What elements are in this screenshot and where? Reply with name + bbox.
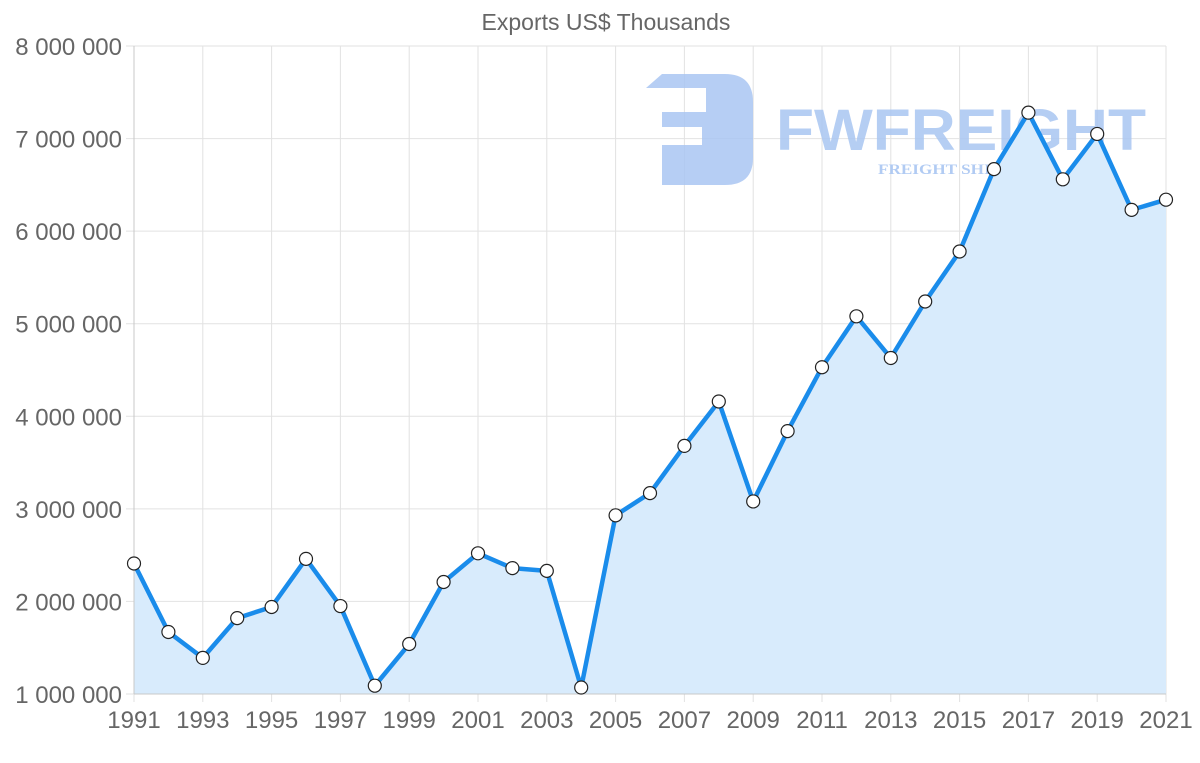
axes	[133, 46, 1166, 695]
data-point-2014[interactable]	[918, 294, 933, 309]
y-tick-label: 5 000 000	[15, 312, 122, 339]
data-point-2017[interactable]	[1021, 105, 1036, 120]
data-point-2012[interactable]	[849, 309, 864, 324]
data-points	[126, 105, 1174, 695]
data-point-1996[interactable]	[298, 551, 314, 566]
x-tick-label: 2011	[796, 707, 848, 734]
y-axis-ticks: 8 000 000 7 000 000 6 000 000 5 000 000 4 00…	[15, 34, 122, 709]
fwfreight-logo-icon	[646, 74, 753, 185]
data-point-2006[interactable]	[642, 486, 658, 501]
x-tick-label: 2019	[1071, 707, 1124, 734]
x-tick-label: 1993	[176, 707, 229, 734]
x-tick-label: 1997	[314, 707, 367, 734]
y-tick-label: 4 000 000	[15, 404, 122, 431]
area-path	[134, 112, 1166, 694]
data-point-1998[interactable]	[367, 678, 382, 693]
data-point-2007[interactable]	[677, 438, 692, 454]
x-axis-ticks: 1991 1993 1995 1997 1999 2001 2003 2005 2007 2009…	[107, 707, 1192, 734]
x-tick-label: 2005	[589, 707, 642, 734]
data-point-2018[interactable]	[1055, 172, 1070, 187]
data-point-1991[interactable]	[126, 556, 142, 571]
chart-title: Exports US$ Thousands	[482, 9, 731, 35]
x-tick-label: 2017	[1002, 707, 1055, 734]
data-point-2000[interactable]	[436, 574, 451, 590]
data-point-1995[interactable]	[264, 599, 279, 615]
data-point-2010[interactable]	[780, 423, 795, 439]
y-tick-label: 3 000 000	[15, 497, 122, 524]
y-tick-label: 2 000 000	[15, 589, 122, 616]
y-tick-label: 8 000 000	[15, 34, 122, 61]
x-tick-label: 1999	[383, 707, 436, 734]
data-point-2021[interactable]	[1158, 192, 1174, 207]
data-point-1997[interactable]	[333, 598, 348, 614]
data-point-2019[interactable]	[1090, 126, 1105, 142]
data-point-2011[interactable]	[814, 360, 830, 375]
x-tick-label: 2021	[1139, 707, 1192, 734]
x-tick-label: 2009	[727, 707, 780, 734]
data-point-1992[interactable]	[161, 624, 176, 640]
x-tick-label: 2001	[451, 707, 504, 734]
data-point-2020[interactable]	[1124, 202, 1139, 217]
area-fill	[134, 112, 1166, 694]
data-point-2003[interactable]	[539, 563, 554, 578]
x-tick-label: 2015	[933, 707, 986, 734]
x-tick-label: 2007	[658, 707, 711, 734]
data-point-2009[interactable]	[746, 494, 761, 509]
data-point-2001[interactable]	[470, 546, 486, 561]
data-point-2002[interactable]	[505, 561, 520, 576]
data-point-2016[interactable]	[986, 162, 1002, 177]
x-tick-label: 1991	[107, 707, 160, 734]
data-point-1999[interactable]	[402, 636, 417, 652]
data-point-2015[interactable]	[952, 244, 967, 259]
y-tick-label: 7 000 000	[15, 127, 122, 154]
x-tick-label: 1995	[245, 707, 298, 734]
y-tick-label: 1 000 000	[15, 682, 122, 709]
data-point-2004[interactable]	[574, 680, 589, 695]
data-point-1993[interactable]	[195, 650, 210, 665]
data-point-2005[interactable]	[608, 508, 623, 523]
data-point-2013[interactable]	[883, 350, 898, 366]
y-tick-label: 6 000 000	[15, 219, 122, 246]
data-point-1994[interactable]	[230, 610, 245, 626]
x-tick-label: 2013	[864, 707, 917, 734]
data-point-2008[interactable]	[711, 394, 726, 409]
x-tick-label: 2003	[520, 707, 573, 734]
